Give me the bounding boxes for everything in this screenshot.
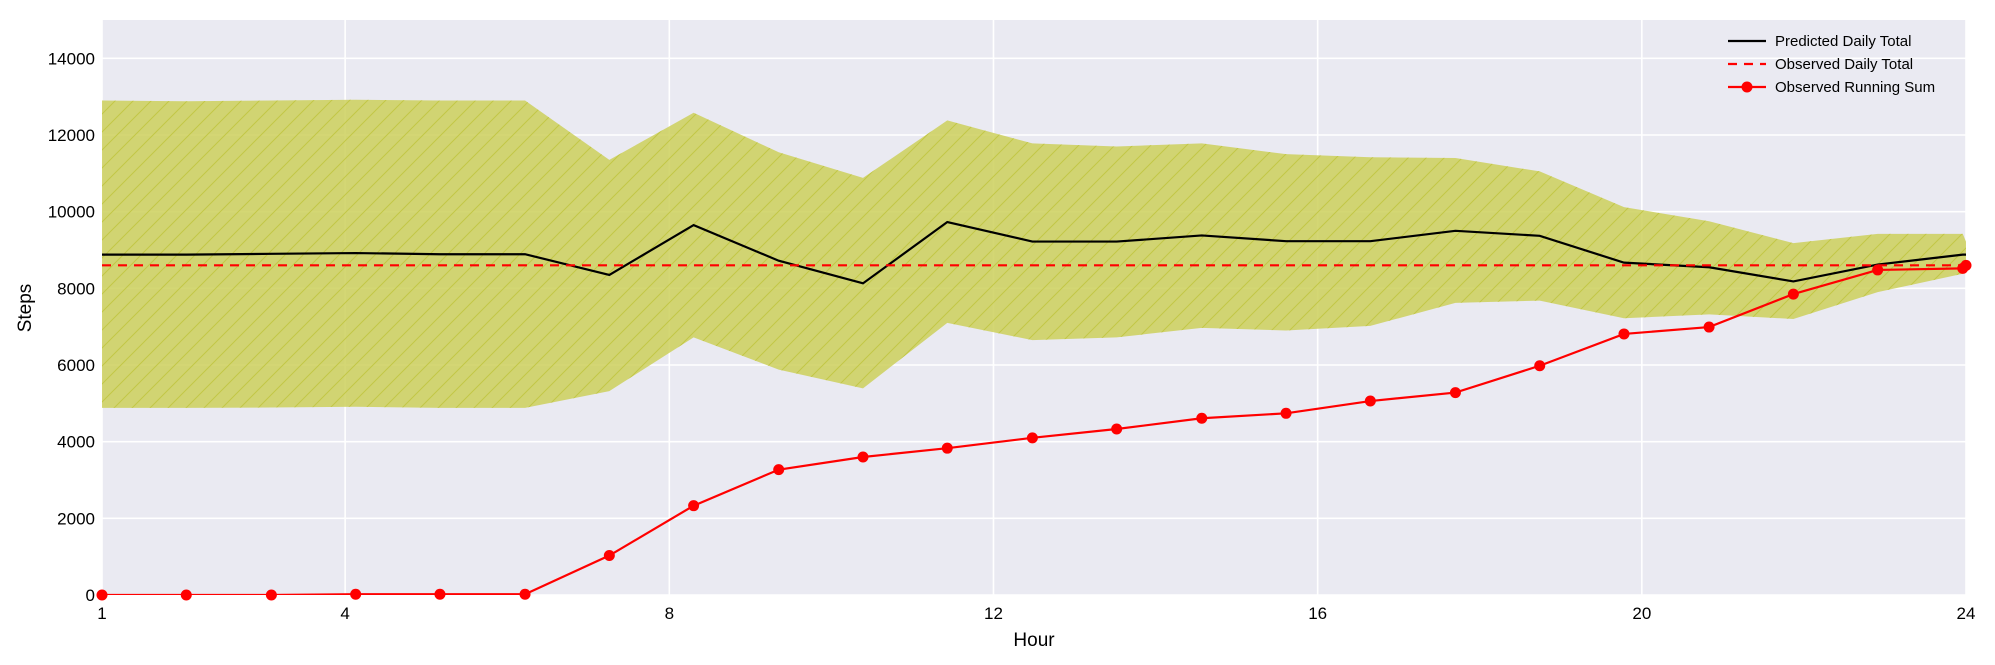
data-point: [1960, 259, 1972, 271]
x-tick-labels: 1 4 8 12 16 20 24: [97, 604, 1975, 623]
data-point: [1196, 412, 1208, 424]
legend-marker: [1741, 81, 1753, 93]
y-tick-label: 8000: [57, 279, 95, 298]
y-tick-label: 0: [86, 586, 95, 605]
x-tick-label: 20: [1632, 604, 1651, 623]
data-point: [1703, 321, 1715, 333]
series-markers: [96, 259, 1972, 601]
data-point: [1111, 423, 1123, 435]
data-point: [603, 550, 615, 562]
y-tick-label: 4000: [57, 433, 95, 452]
data-point: [857, 451, 869, 463]
x-tick-label: 12: [984, 604, 1003, 623]
data-point: [1280, 407, 1292, 419]
series-lines: [102, 220, 1966, 595]
data-point: [350, 588, 362, 600]
x-tick-label: 16: [1308, 604, 1327, 623]
data-point: [180, 589, 192, 601]
data-point: [1618, 328, 1630, 340]
data-point: [1787, 288, 1799, 300]
legend-label: Observed Running Sum: [1775, 79, 1935, 96]
data-point: [1534, 360, 1546, 372]
data-point: [1872, 264, 1884, 276]
data-point: [1364, 395, 1376, 407]
legend-label: Predicted Daily Total: [1775, 33, 1911, 50]
legend: Predicted Daily Total Observed Daily Tota…: [1728, 33, 1935, 96]
data-point: [96, 589, 108, 601]
data-point: [941, 442, 953, 454]
y-tick-label: 14000: [48, 49, 95, 68]
data-point: [688, 500, 700, 512]
x-tick-label: 1: [97, 604, 106, 623]
y-axis-label: Steps: [15, 284, 36, 333]
data-point: [1026, 432, 1038, 444]
y-tick-label: 2000: [57, 509, 95, 528]
legend-label: Observed Daily Total: [1775, 56, 1913, 73]
y-tick-label: 12000: [48, 126, 95, 145]
prediction-band-hatch: [102, 99, 1966, 408]
series-line: [102, 264, 1966, 595]
x-tick-label: 24: [1957, 604, 1976, 623]
y-tick-label: 6000: [57, 356, 95, 375]
y-tick-labels: 0 2000 4000 6000 8000 10000 12000 14000: [48, 49, 95, 605]
data-point: [773, 464, 785, 476]
y-tick-label: 10000: [48, 203, 95, 222]
data-point: [265, 589, 277, 601]
x-tick-label: 4: [340, 604, 349, 623]
prediction-band: [102, 99, 1966, 408]
series-line: [102, 220, 1966, 285]
data-point: [519, 588, 531, 600]
data-point: [434, 588, 446, 600]
data-point: [1449, 387, 1461, 399]
x-tick-label: 8: [665, 604, 674, 623]
x-axis-label: Hour: [1013, 630, 1055, 651]
